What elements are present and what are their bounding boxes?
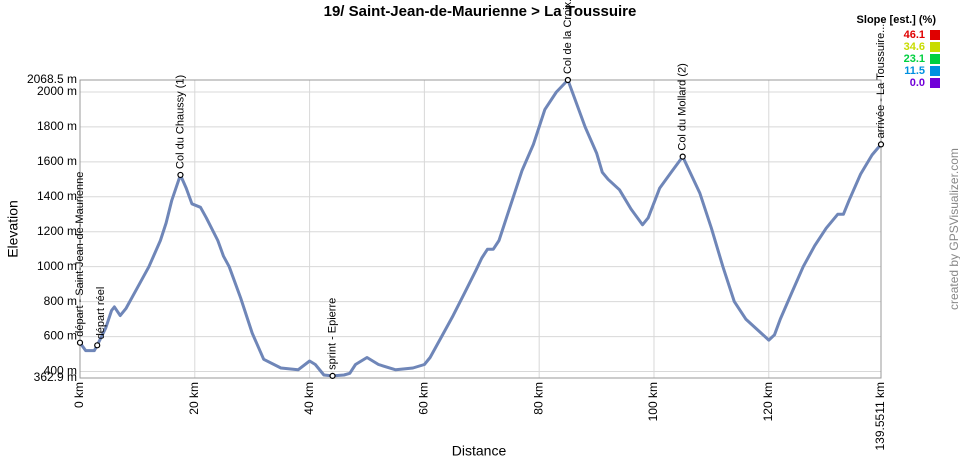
waypoint-label: arrivée - La Toussuire... (875, 24, 887, 139)
legend-label: 0.0 (910, 77, 925, 89)
y-tick-label: 1200 m (37, 224, 77, 238)
y-tick-label: 400 m (44, 364, 77, 378)
waypoint (679, 153, 686, 160)
waypoint-label: départ - Saint-Jean-de-Maurienne (74, 172, 86, 337)
x-tick-label: 100 km (646, 382, 660, 421)
waypoint (94, 342, 101, 349)
x-tick-label: 120 km (761, 382, 775, 421)
x-tick-label: 80 km (531, 382, 545, 415)
waypoint (877, 141, 885, 148)
y-tick-label: 362.9 m (34, 370, 77, 384)
y-tick-label: 1800 m (37, 119, 77, 133)
legend-swatch (930, 30, 940, 40)
y-tick-label: 800 m (44, 294, 77, 308)
waypoint-label: Col du Chaussy (1) (174, 75, 186, 169)
y-tick-label: 1400 m (37, 189, 77, 203)
legend-title: Slope [est.] (%) (857, 14, 937, 26)
legend-swatch (930, 42, 940, 52)
x-tick-label: 20 km (187, 382, 201, 415)
credit: created by GPSVisualizer.com (947, 148, 960, 310)
y-axis-label: Elevation (5, 200, 21, 258)
elevation-line (78, 78, 883, 378)
waypoint (76, 339, 84, 346)
legend-label: 34.6 (904, 41, 925, 53)
waypoint (329, 372, 336, 379)
x-tick-label: 139.5511 km (873, 382, 887, 451)
plot-frame (79, 79, 882, 379)
legend-label: 46.1 (904, 29, 925, 41)
x-tick-label: 60 km (417, 382, 431, 415)
waypoint (177, 171, 184, 179)
waypoint-label: sprint - Epierre (326, 298, 338, 370)
waypoint-label: Col du Mollard (2) (677, 63, 689, 150)
y-tick-label: 600 m (44, 329, 77, 343)
y-tick-label: 2000 m (37, 84, 77, 98)
y-tick-label: 1600 m (37, 154, 77, 168)
waypoint (564, 76, 571, 84)
y-tick-label: 2068.5 m (27, 72, 77, 86)
y-tick-label: 1000 m (37, 259, 77, 273)
x-tick-label: 40 km (302, 382, 316, 415)
waypoint-label: Col de la Croix... (562, 0, 574, 74)
legend-label: 23.1 (904, 53, 925, 65)
waypoint-label: départ réel (95, 287, 107, 340)
legend-swatch (930, 66, 940, 76)
legend-swatch (930, 78, 940, 88)
x-tick-label: 0 km (72, 382, 86, 408)
legend-swatch (930, 54, 940, 64)
legend-label: 11.5 (904, 65, 925, 77)
x-axis-label: Distance (452, 443, 507, 459)
chart-title: 19/ Saint-Jean-de-Maurienne > La Toussui… (324, 3, 637, 20)
